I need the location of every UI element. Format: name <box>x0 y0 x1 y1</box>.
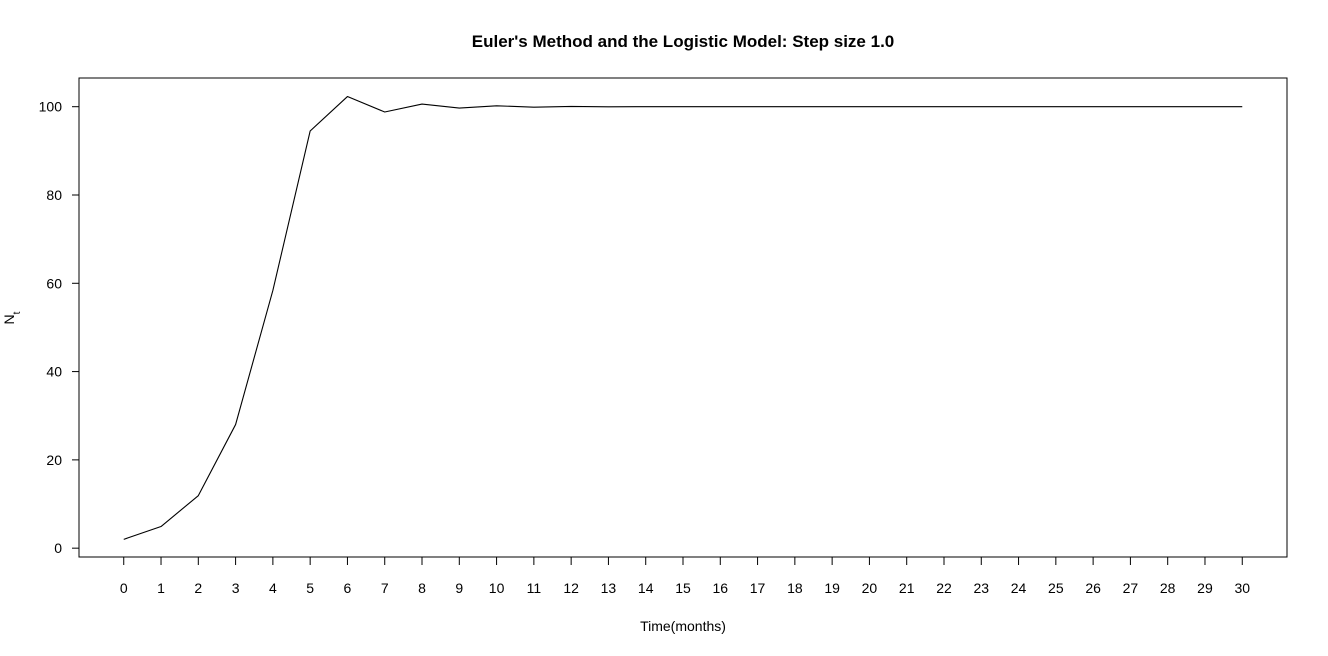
x-tick-label: 20 <box>862 580 878 596</box>
x-tick-label: 2 <box>194 580 202 596</box>
y-axis: 0 20 40 60 80 100 <box>39 99 79 556</box>
x-axis-label: Time(months) <box>640 618 726 634</box>
x-tick-label: 10 <box>489 580 505 596</box>
x-tick-label: 27 <box>1123 580 1139 596</box>
x-tick-label: 14 <box>638 580 654 596</box>
x-tick-label: 12 <box>563 580 579 596</box>
x-tick-label: 21 <box>899 580 915 596</box>
x-tick-label: 1 <box>157 580 165 596</box>
x-tick-label: 7 <box>381 580 389 596</box>
x-tick-label: 19 <box>824 580 840 596</box>
x-tick-label: 16 <box>712 580 728 596</box>
x-tick-label: 0 <box>120 580 128 596</box>
y-tick-label: 0 <box>54 540 62 556</box>
x-tick-label: 24 <box>1011 580 1027 596</box>
y-tick-label: 80 <box>46 187 62 203</box>
x-axis: 0 1 2 3 4 5 6 7 8 9 10 11 12 13 14 15 16 17 18 19 20 21 22 23 24… <box>120 556 1250 596</box>
x-tick-label: 3 <box>232 580 240 596</box>
x-tick-label: 26 <box>1085 580 1101 596</box>
series-line <box>123 95 1243 540</box>
x-tick-label: 28 <box>1160 580 1176 596</box>
series-layer <box>123 95 1243 540</box>
y-tick-label: 100 <box>39 99 63 115</box>
y-axis-label-subscript: t <box>12 311 23 314</box>
y-tick-label: 40 <box>46 364 62 380</box>
x-tick-label: 6 <box>344 580 352 596</box>
x-tick-label: 17 <box>750 580 766 596</box>
x-tick-label: 22 <box>936 580 952 596</box>
x-tick-label: 30 <box>1234 580 1250 596</box>
x-tick-label: 13 <box>601 580 617 596</box>
x-tick-label: 25 <box>1048 580 1064 596</box>
y-axis-label-main: N <box>1 314 17 324</box>
x-tick-label: 5 <box>306 580 314 596</box>
y-axis-label: Nt <box>1 311 23 324</box>
plot-area <box>78 77 1288 558</box>
x-tick-label: 29 <box>1197 580 1213 596</box>
x-tick-label: 18 <box>787 580 803 596</box>
x-tick-label: 15 <box>675 580 691 596</box>
x-tick-label: 23 <box>973 580 989 596</box>
x-tick-label: 4 <box>269 580 277 596</box>
y-tick-label: 60 <box>46 275 62 291</box>
chart-title: Euler's Method and the Logistic Model: S… <box>472 32 895 51</box>
x-tick-label: 8 <box>418 580 426 596</box>
x-tick-label: 9 <box>455 580 463 596</box>
x-tick-label: 11 <box>527 580 542 596</box>
y-tick-label: 20 <box>46 452 62 468</box>
